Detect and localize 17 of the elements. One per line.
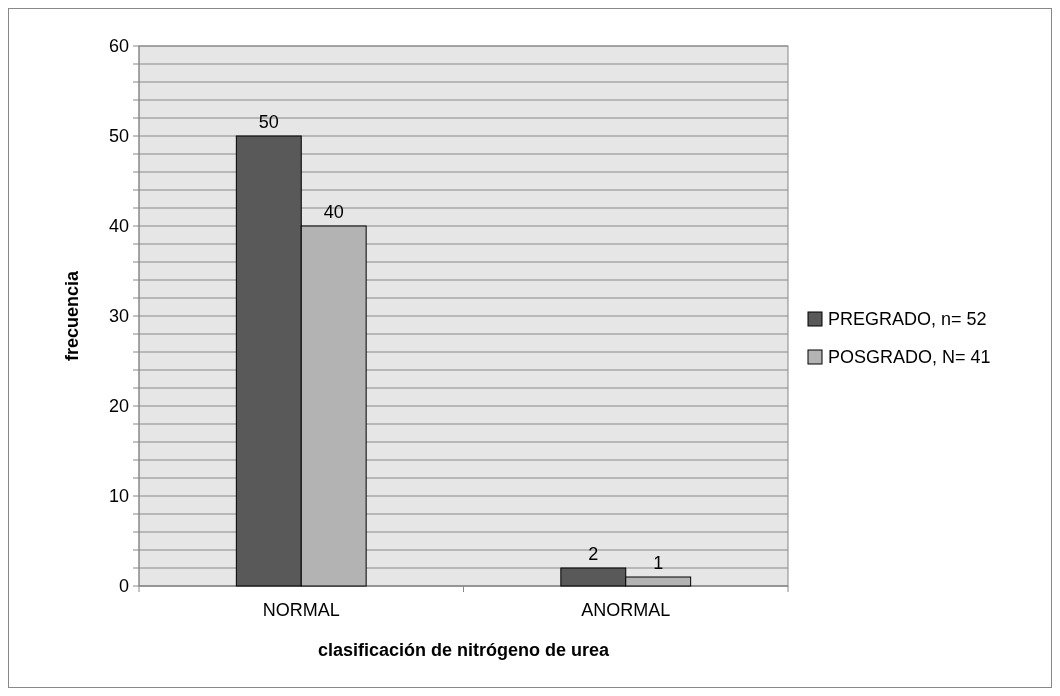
y-axis-title: frecuencia bbox=[62, 269, 82, 362]
y-tick-label: 0 bbox=[118, 576, 129, 597]
data-label: 40 bbox=[323, 202, 344, 222]
data-label: 1 bbox=[653, 553, 664, 573]
data-label: 50 bbox=[258, 112, 279, 132]
legend-label: POSGRADO, N= 41 bbox=[828, 347, 991, 368]
x-tick-label: NORMAL bbox=[262, 600, 340, 620]
y-tick-label: 30 bbox=[108, 306, 129, 327]
y-tick-label: 20 bbox=[108, 396, 129, 417]
y-tick-label: 10 bbox=[108, 486, 129, 507]
y-tick-label: 50 bbox=[108, 126, 129, 147]
y-tick-label: 40 bbox=[108, 216, 129, 237]
y-tick-label: 60 bbox=[108, 36, 129, 57]
x-tick-label: ANORMAL bbox=[581, 600, 671, 620]
x-axis-title: clasificación de nitrógeno de urea bbox=[317, 640, 611, 660]
legend-label: PREGRADO, n= 52 bbox=[828, 309, 987, 330]
data-label: 2 bbox=[588, 544, 599, 564]
